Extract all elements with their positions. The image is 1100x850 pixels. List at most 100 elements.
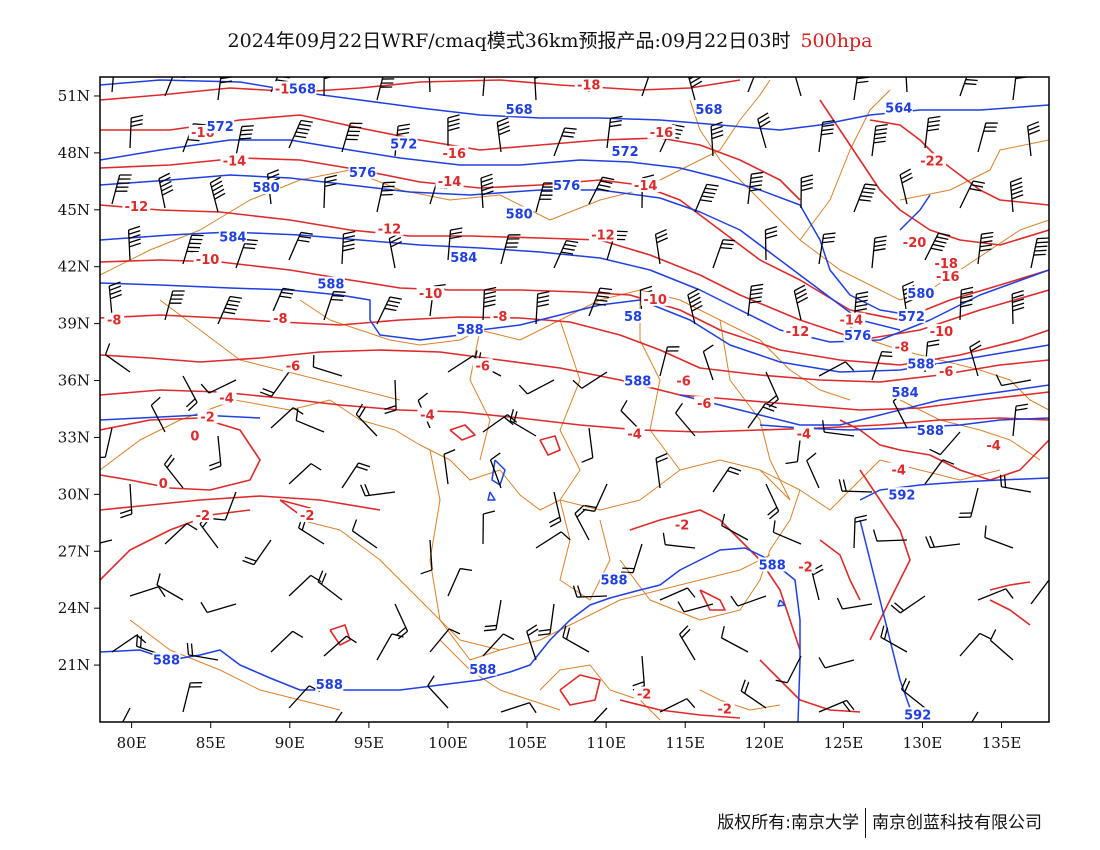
- height-label: 580: [253, 181, 280, 196]
- wind-barb: [871, 235, 887, 269]
- wind-barb: [323, 290, 346, 321]
- height-label: 584: [450, 251, 477, 266]
- wind-barb: [800, 174, 814, 209]
- border-line: [479, 289, 851, 401]
- lon-tick-label: 125E: [824, 734, 864, 752]
- wind-barb: [1030, 579, 1049, 605]
- wind-barb: [376, 633, 404, 661]
- wind-barb: [100, 427, 113, 459]
- temperature-label-bg: [888, 462, 909, 477]
- wind-barb: [323, 174, 337, 209]
- wind-barb: [588, 176, 615, 205]
- temperature-label: -14: [438, 175, 462, 190]
- border-line: [759, 459, 1001, 511]
- wind-barb: [871, 123, 888, 157]
- temperature-label-bg: [472, 358, 493, 373]
- wind-barb: [213, 491, 237, 521]
- wind-barb: [659, 587, 696, 601]
- height-label: 588: [457, 323, 484, 338]
- wind-barb: [295, 408, 325, 433]
- temperature-label-bg: [983, 437, 1004, 452]
- temperature-label-bg: [435, 174, 464, 189]
- height-label: 588: [317, 278, 344, 293]
- copyright-text: 版权所有:南京大学: [717, 813, 859, 833]
- lon-tick-label: 90E: [275, 734, 305, 752]
- wind-barb: [235, 125, 254, 157]
- wind-barb: [977, 122, 998, 153]
- temperature-line: [100, 509, 251, 581]
- border-line: [100, 399, 791, 511]
- temperature-label-bg: [490, 308, 511, 323]
- wind-barb: [259, 371, 290, 397]
- temperature-label: -20: [903, 236, 927, 251]
- wind-barb: [899, 168, 913, 205]
- wind-barb: [182, 375, 198, 412]
- height-line: [487, 491, 496, 501]
- temperature-line: [100, 79, 741, 101]
- temperature-line: [449, 424, 476, 441]
- lon-tick-label: 120E: [745, 734, 785, 752]
- height-label-bg: [456, 322, 485, 337]
- wind-barb: [688, 77, 703, 101]
- temperature-label: -18: [934, 257, 958, 272]
- wind-barb: [341, 230, 356, 265]
- wind-barb: [806, 452, 820, 489]
- wind-barb: [182, 682, 203, 713]
- wind-barb: [235, 239, 258, 269]
- temperature-label-bg: [216, 390, 237, 405]
- wind-barb: [427, 675, 449, 709]
- wind-barb: [312, 355, 343, 377]
- wind-barb: [482, 286, 497, 321]
- temperature-label: -8: [493, 310, 507, 325]
- temperature-label: -4: [219, 392, 233, 407]
- temperature-line: [539, 435, 561, 456]
- lat-tick-label: 51N: [58, 87, 90, 105]
- height-label: 584: [219, 230, 246, 245]
- wind-barb: [588, 287, 613, 317]
- temperature-label-bg: [932, 255, 961, 270]
- height-label-bg: [906, 286, 935, 301]
- wind-barb: [288, 119, 313, 149]
- height-label-bg: [389, 136, 418, 151]
- wind-barb: [164, 290, 185, 321]
- height-label: 580: [907, 287, 934, 302]
- lat-tick-label: 21N: [58, 656, 90, 674]
- border-line: [439, 639, 561, 711]
- wind-barb: [984, 525, 1014, 549]
- wind-barb: [288, 574, 322, 597]
- wind-barb: [818, 657, 855, 669]
- temperature-line: [100, 314, 1049, 383]
- height-label-bg: [505, 102, 534, 117]
- wind-barb: [765, 483, 780, 520]
- temperature-line: [759, 659, 861, 713]
- wind-barb: [958, 487, 979, 518]
- wind-barb: [482, 414, 518, 433]
- temperature-label: -6: [939, 365, 953, 380]
- wind-barb: [360, 483, 396, 497]
- wind-barb: [376, 181, 396, 213]
- wind-barb: [447, 227, 463, 261]
- wind-barb: [757, 112, 771, 149]
- height-label: 572: [612, 145, 639, 160]
- wind-barb: [853, 77, 870, 101]
- wind-barb: [111, 174, 132, 205]
- wind-barb: [534, 77, 542, 101]
- footer: 版权所有:南京大学 南京创蓝科技有限公司: [717, 808, 1042, 838]
- wind-barb: [641, 77, 661, 97]
- temperature-label-bg: [795, 559, 816, 574]
- wind-barb: [317, 570, 343, 601]
- height-line: [777, 599, 786, 607]
- temperature-label-bg: [634, 686, 655, 701]
- wind-barb: [853, 514, 867, 549]
- temperature-label: -8: [273, 312, 287, 327]
- map-title: 2024年09月22日WRF/cmaq模式36km预报产品:09月22日03时 5…: [0, 26, 1100, 53]
- temperature-line: [819, 539, 861, 601]
- wind-barb: [822, 420, 855, 437]
- temperature-line: [989, 581, 1031, 591]
- lat-tick-label: 24N: [58, 599, 90, 617]
- wind-barb: [929, 431, 961, 456]
- longitude-axis: 80E 85E 90E 95E 100E 105E 110E 115E 120E 125E 130E…: [117, 722, 1021, 752]
- temperature-label: -6: [286, 359, 300, 374]
- wind-barb: [156, 573, 184, 601]
- height-line: [100, 282, 1049, 373]
